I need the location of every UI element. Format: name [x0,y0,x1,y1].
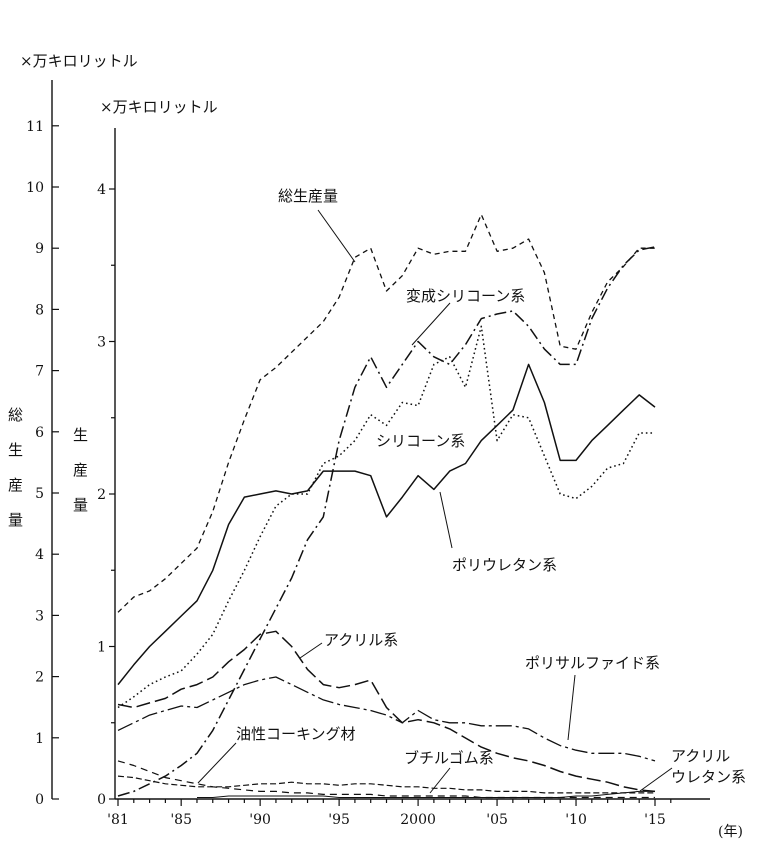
series-line-7 [117,775,655,794]
series-line-6 [117,760,655,799]
x-tick-label: '85 [170,812,192,828]
left-axis-unit: ×万キロリットル [20,52,138,70]
left-axis-title-char: 産 [8,476,23,494]
leader-acrylic [299,642,323,659]
x-tick-label: '81 [107,812,129,828]
left-tick-label: 2 [35,670,44,686]
left-tick-label: 1 [35,731,44,747]
x-tick-label: '90 [249,812,271,828]
left-tick-label: 5 [35,486,44,502]
left-tick-label: 6 [35,425,44,441]
series-label-total: 総生産量 [278,187,338,205]
leader-polyurethane [439,491,453,549]
leader-polysulfide [567,674,576,741]
left-tick-label: 7 [35,364,44,380]
series-line-5 [117,676,656,762]
series-line-1 [117,363,656,686]
left-tick-label: 9 [35,241,44,257]
x-tick-label: '15 [644,812,666,828]
right-tick-label: 1 [97,640,106,656]
left-tick-label: 3 [35,608,44,624]
right-axis-unit: ×万キロリットル [100,98,218,116]
series-line-4 [117,630,656,793]
leader-lines [197,209,673,794]
series-line-0 [117,213,655,613]
left-axis-title: 総 生 産 量 [8,406,23,529]
right-tick-label: 2 [97,487,106,503]
series-line-3 [117,246,656,797]
leader-total [317,209,356,263]
left-axis-title-char: 総 [8,406,23,424]
x-axis-unit: (年) [718,824,743,840]
left-tick-label: 0 [35,792,44,808]
left-tick-label: 8 [35,302,44,318]
right-axis-title: 生 産 量 [73,426,88,514]
series-label-acrylic-urethane-2: ウレタン系 [671,768,746,786]
tick-group: 0 1 2 3 4 5 6 7 8 9 10 11 0 1 2 3 4 '81 '85 '90 '95 2000 '05 '1… [26,119,672,828]
series-label-silicone: シリコーン系 [376,432,465,450]
series-label-polyurethane: ポリウレタン系 [452,556,557,574]
right-tick-label: 4 [97,182,106,198]
series-label-acrylic-urethane-1: アクリル [671,747,730,765]
series-line-2 [117,325,655,709]
x-tick-label: '10 [565,812,587,828]
series-line-8 [197,790,655,798]
right-axis-title-char: 産 [73,461,88,479]
right-tick-label: 0 [97,792,106,808]
axes [51,80,710,800]
series-label-oil-caulk: 油性コーキング材 [236,725,356,743]
series-label-acrylic: アクリル系 [324,631,398,649]
left-axis-title-char: 量 [8,511,23,529]
leader-oil-caulk [197,742,237,784]
left-tick-label: 11 [26,119,44,135]
series-label-butyl: ブチルゴム系 [404,749,494,767]
right-tick-label: 3 [97,335,106,351]
series-lines [117,213,656,799]
leader-modified-silicone [411,302,451,346]
leader-acrylic-urethane [639,767,673,792]
x-tick-label: '95 [328,812,350,828]
left-axis-title-char: 生 [8,441,23,459]
x-tick-label: '05 [486,812,508,828]
leader-butyl [429,767,451,794]
series-label-polysulfide: ポリサルファイド系 [525,654,660,672]
right-axis-title-char: 生 [73,426,88,444]
series-label-modified-silicone: 変成シリコーン系 [406,287,525,305]
x-tick-label: 2000 [400,812,436,828]
right-axis-title-char: 量 [73,496,88,514]
left-tick-label: 4 [35,547,44,563]
left-tick-label: 10 [26,180,44,196]
